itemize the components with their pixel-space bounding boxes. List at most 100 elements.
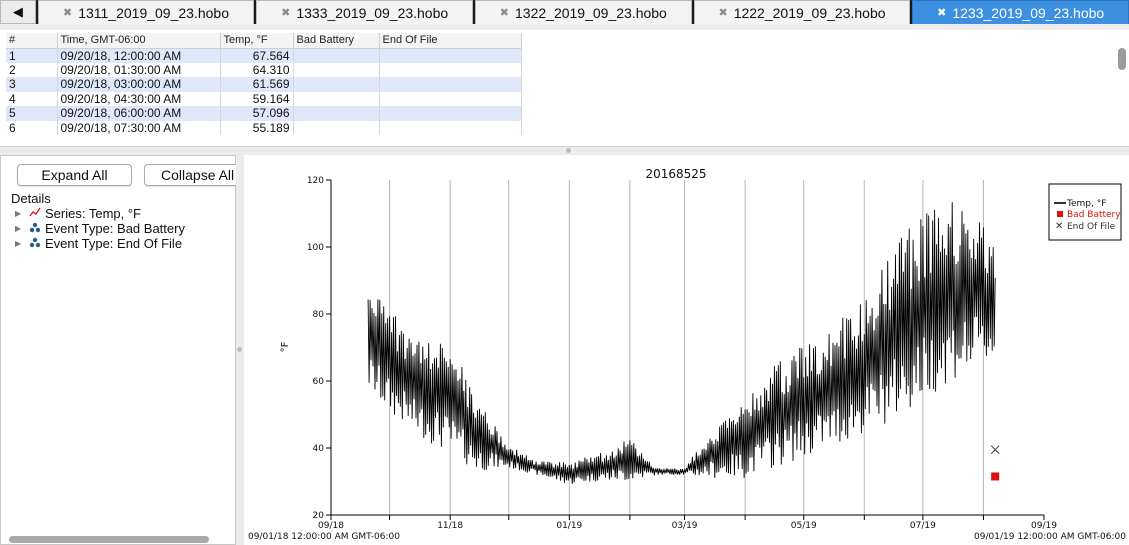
table-header-row: # Time, GMT-06:00 Temp, °F Bad Battery E…: [6, 33, 522, 49]
tab-label: 1233_2019_09_23.hobo: [952, 4, 1105, 21]
details-tree: Details ▶ Series: Temp, °F ▶ Event Type:…: [11, 191, 185, 251]
table-row[interactable]: 5 09/20/18, 06:00:00 AM 57.096: [6, 106, 522, 121]
vertical-split-handle[interactable]: [236, 155, 244, 545]
tree-item-event-bad-battery[interactable]: ▶ Event Type: Bad Battery: [11, 221, 185, 236]
row-index: 4: [6, 91, 58, 106]
time-cell: 09/20/18, 03:00:00 AM: [57, 77, 221, 92]
table-row[interactable]: 4 09/20/18, 04:30:00 AM 59.164: [6, 91, 522, 106]
file-tab-bar: ◀ ✖ 1311_2019_09_23.hobo ✖ 1333_2019_09_23…: [0, 0, 1129, 24]
column-header[interactable]: Temp, °F: [220, 33, 294, 49]
close-tab-icon[interactable]: ✖: [937, 7, 947, 19]
bad-battery-cell: [293, 106, 380, 121]
temp-cell: 59.164: [220, 91, 294, 106]
y-axis-ticks: 20 40 60 80 100 120: [307, 176, 331, 521]
y-tick-label: 120: [307, 176, 324, 186]
tree-label: Details: [11, 191, 51, 206]
table-vertical-scrollbar[interactable]: [1118, 48, 1126, 70]
time-cell: 09/20/18, 04:30:00 AM: [57, 91, 221, 106]
x-tick-label: 09/19: [1031, 521, 1057, 531]
column-header[interactable]: Bad Battery: [293, 33, 380, 49]
tab-label: 1333_2019_09_23.hobo: [296, 4, 449, 21]
x-end-label: 09/01/19 12:00:00 AM GMT-06:00: [974, 532, 1126, 542]
column-header[interactable]: Time, GMT-06:00: [57, 33, 221, 49]
bad-battery-cell: [293, 48, 380, 63]
close-tab-icon[interactable]: ✖: [499, 7, 510, 19]
x-tick-label: 03/19: [672, 521, 698, 531]
y-tick-label: 40: [313, 444, 325, 454]
time-cell: 09/20/18, 07:30:00 AM: [57, 120, 221, 135]
column-header[interactable]: #: [6, 33, 58, 49]
tree-item-event-end-of-file[interactable]: ▶ Event Type: End Of File: [11, 236, 185, 251]
legend-entry-end-of-file: End Of File: [1067, 222, 1116, 232]
table-row[interactable]: 3 09/20/18, 03:00:00 AM 61.569: [6, 77, 522, 92]
tree-label: Event Type: End Of File: [45, 236, 183, 251]
close-tab-icon[interactable]: ✖: [718, 7, 728, 19]
time-cell: 09/20/18, 12:00:00 AM: [57, 48, 221, 63]
tab-file-1311[interactable]: ✖ 1311_2019_09_23.hobo: [37, 0, 255, 24]
table-row[interactable]: 2 09/20/18, 01:30:00 AM 64.310: [6, 62, 522, 77]
row-index: 5: [6, 106, 58, 121]
expand-arrow-icon[interactable]: ▶: [15, 239, 22, 248]
temp-cell: 55.189: [220, 120, 294, 135]
x-start-label: 09/01/18 12:00:00 AM GMT-06:00: [248, 532, 400, 542]
tab-file-1333[interactable]: ✖ 1333_2019_09_23.hobo: [256, 0, 473, 24]
horizontal-split-handle[interactable]: [0, 146, 1129, 154]
event-type-icon: [29, 222, 41, 236]
chart-title: 20168525: [645, 167, 706, 181]
tab-label: 1222_2019_09_23.hobo: [733, 4, 886, 21]
tree-label: Event Type: Bad Battery: [45, 221, 185, 236]
tab-file-1233[interactable]: ✖ 1233_2019_09_23.hobo: [912, 0, 1129, 24]
event-type-icon: [29, 237, 41, 251]
tree-label: Series: Temp, °F: [45, 206, 141, 221]
temp-cell: 57.096: [220, 106, 294, 121]
details-panel: Expand All Collapse All Details ▶ Series…: [0, 155, 236, 545]
y-tick-label: 60: [313, 377, 325, 387]
expand-arrow-icon[interactable]: ▶: [15, 209, 22, 218]
row-index: 6: [6, 120, 58, 135]
event-markers: [990, 445, 1000, 481]
expand-arrow-icon[interactable]: ▶: [15, 224, 22, 233]
end-of-file-marker: [990, 445, 1000, 455]
close-tab-icon[interactable]: ✖: [62, 7, 73, 19]
bad-battery-marker: [991, 472, 1000, 481]
row-index: 2: [6, 62, 58, 77]
tree-root-details[interactable]: Details: [11, 191, 185, 206]
data-table-panel: # Time, GMT-06:00 Temp, °F Bad Battery E…: [0, 30, 1129, 146]
chart-legend[interactable]: Temp, °F Bad Battery ✕ End Of File: [1048, 183, 1122, 241]
tab-file-1322[interactable]: ✖ 1322_2019_09_23.hobo: [474, 0, 692, 24]
end-of-file-cell: [379, 120, 522, 135]
tab-file-1222[interactable]: ✖ 1222_2019_09_23.hobo: [693, 0, 911, 24]
legend-x-swatch: ✕: [1055, 221, 1063, 232]
grip-dot-icon: [566, 148, 571, 153]
expand-all-button[interactable]: Expand All: [17, 164, 132, 186]
y-tick-label: 20: [313, 511, 325, 521]
table-row[interactable]: 6 09/20/18, 07:30:00 AM 55.189: [6, 120, 522, 135]
legend-entry-temp: Temp, °F: [1066, 199, 1106, 209]
collapse-all-button[interactable]: Collapse All: [144, 164, 236, 186]
tab-scroll-left-button[interactable]: ◀: [0, 0, 36, 24]
chart-panel: 20 40 60 80 100 120 09/18 11/18 01/19 03/19 05/19…: [244, 155, 1129, 545]
end-of-file-cell: [379, 106, 522, 121]
tab-label: 1311_2019_09_23.hobo: [78, 4, 229, 21]
details-horizontal-scrollbar[interactable]: [9, 536, 209, 543]
row-index: 1: [6, 48, 58, 63]
temperature-chart[interactable]: 20 40 60 80 100 120 09/18 11/18 01/19 03/19 05/19…: [244, 155, 1129, 545]
temp-cell: 61.569: [220, 77, 294, 92]
tree-item-series-temp[interactable]: ▶ Series: Temp, °F: [11, 206, 185, 221]
column-header[interactable]: End Of File: [379, 33, 522, 49]
series-line-icon: [29, 207, 41, 221]
series-line-temp[interactable]: [367, 202, 996, 484]
y-tick-label: 100: [307, 243, 324, 253]
y-tick-label: 80: [313, 310, 325, 320]
temp-cell: 64.310: [220, 62, 294, 77]
bad-battery-cell: [293, 120, 380, 135]
x-tick-label: 07/19: [910, 521, 936, 531]
table-row[interactable]: 1 09/20/18, 12:00:00 AM 67.564: [6, 48, 522, 63]
data-table: # Time, GMT-06:00 Temp, °F Bad Battery E…: [6, 33, 522, 135]
x-tick-label: 05/19: [791, 521, 817, 531]
bad-battery-cell: [293, 62, 380, 77]
bad-battery-cell: [293, 91, 380, 106]
close-tab-icon[interactable]: ✖: [281, 7, 291, 19]
end-of-file-cell: [379, 77, 522, 92]
